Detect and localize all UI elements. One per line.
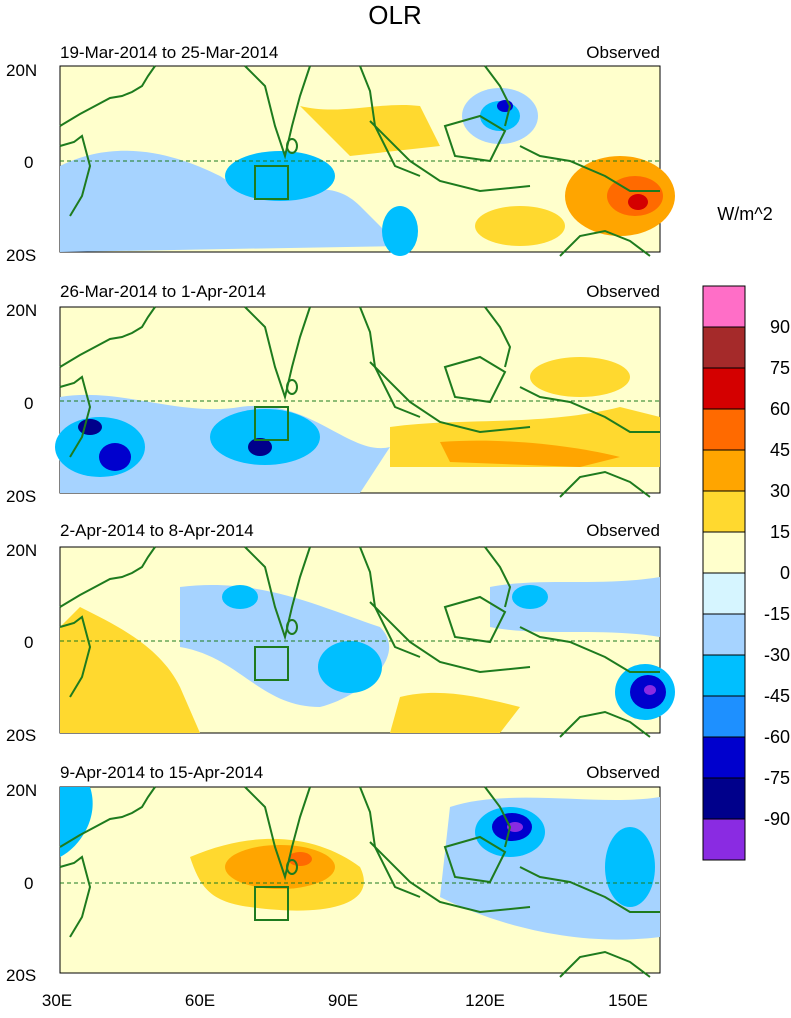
colorbar-label-7: -15 (764, 604, 790, 624)
panel-3: 2-Apr-2014 to 8-Apr-2014 Observed (59, 521, 675, 738)
colorbar-label-3: 45 (770, 440, 790, 460)
colorbar-label-1: 75 (770, 358, 790, 378)
panel-1-observed: Observed (586, 43, 660, 62)
colorbar-swatch-0 (702, 285, 746, 328)
colorbar-label-5: 15 (770, 522, 790, 542)
panel-4-dates: 9-Apr-2014 to 15-Apr-2014 (60, 763, 263, 782)
colorbar-label-12: -90 (764, 809, 790, 829)
lat-20s-p2: 20S (6, 487, 36, 506)
lon-labels: 30E 60E 90E 120E 150E (42, 991, 648, 1010)
colorbar-label-9: -45 (764, 686, 790, 706)
panel-4-observed: Observed (586, 763, 660, 782)
panel-3-observed: Observed (586, 521, 660, 540)
lat-0-p3: 0 (24, 633, 33, 652)
lat-labels: 20N 0 20S 20N 0 20S 20N 0 20S 20N 0 20S (6, 61, 37, 985)
lat-20s-p1: 20S (6, 246, 36, 265)
colorbar-swatch-9 (702, 654, 746, 697)
lon-150e: 150E (608, 991, 648, 1010)
panel-2-observed: Observed (586, 282, 660, 301)
colorbar-swatch-7 (702, 572, 746, 615)
lat-0-p1: 0 (24, 153, 33, 172)
lat-20n-p3: 20N (6, 541, 37, 560)
lat-20s-p3: 20S (6, 726, 36, 745)
units-label: W/m^2 (717, 204, 772, 224)
colorbar-swatch-4 (702, 449, 746, 492)
lon-120e: 120E (465, 991, 505, 1010)
colorbar-label-8: -30 (764, 645, 790, 665)
panel-2: 26-Mar-2014 to 1-Apr-2014 Observed (55, 282, 661, 498)
colorbar-label-4: 30 (770, 481, 790, 501)
colorbar-label-10: -60 (764, 727, 790, 747)
colorbar-label-2: 60 (770, 399, 790, 419)
lat-20n-p1: 20N (6, 61, 37, 80)
lon-30e: 30E (42, 991, 72, 1010)
colorbar: 90 75 60 45 30 15 0 -15 -30 -45 -60 -75 -90 (702, 285, 790, 861)
colorbar-swatch-13 (702, 818, 746, 861)
lat-20n-p2: 20N (6, 301, 37, 320)
panel-1-dates: 19-Mar-2014 to 25-Mar-2014 (60, 43, 278, 62)
lon-90e: 90E (328, 991, 358, 1010)
panel-2-dates: 26-Mar-2014 to 1-Apr-2014 (60, 282, 266, 301)
lat-20n-p4: 20N (6, 781, 37, 800)
panel-1: 19-Mar-2014 to 25-Mar-2014 Observed (59, 43, 675, 257)
lat-0-p2: 0 (24, 394, 33, 413)
colorbar-label-6: 0 (780, 563, 790, 583)
colorbar-label-0: 90 (770, 317, 790, 337)
colorbar-swatch-1 (702, 326, 746, 369)
colorbar-swatch-12 (702, 777, 746, 820)
colorbar-swatch-6 (702, 531, 746, 574)
figure-title: OLR (368, 0, 421, 30)
colorbar-swatch-2 (702, 367, 746, 410)
panel-4: 9-Apr-2014 to 15-Apr-2014 Observed (59, 763, 661, 978)
colorbar-swatch-10 (702, 695, 746, 738)
lat-0-p4: 0 (24, 874, 33, 893)
colorbar-swatch-5 (702, 490, 746, 533)
colorbar-swatch-11 (702, 736, 746, 779)
panel-3-dates: 2-Apr-2014 to 8-Apr-2014 (60, 521, 254, 540)
colorbar-swatch-3 (702, 408, 746, 451)
lat-20s-p4: 20S (6, 966, 36, 985)
colorbar-swatch-8 (702, 613, 746, 656)
lon-60e: 60E (185, 991, 215, 1010)
colorbar-label-11: -75 (764, 768, 790, 788)
